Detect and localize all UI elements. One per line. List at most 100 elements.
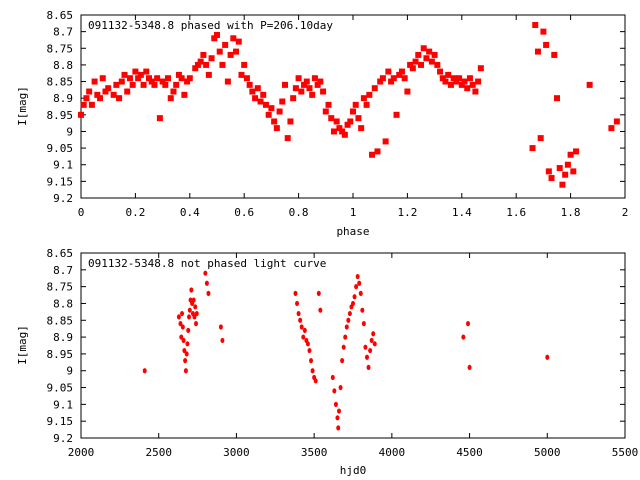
- data-point: [534, 48, 541, 55]
- data-point: [178, 75, 185, 82]
- data-point: [564, 161, 571, 168]
- data-point: [183, 368, 188, 374]
- data-point: [143, 68, 150, 75]
- data-point: [343, 334, 348, 340]
- data-point: [257, 98, 264, 105]
- data-point: [461, 334, 466, 340]
- data-point: [379, 75, 386, 82]
- data-point: [246, 81, 253, 88]
- data-point: [318, 307, 323, 313]
- data-point: [551, 51, 558, 58]
- x-tick-label: 0.2: [125, 206, 145, 219]
- data-point: [371, 331, 376, 337]
- data-point: [325, 101, 332, 108]
- data-point: [184, 351, 189, 357]
- data-point: [364, 354, 369, 360]
- data-point: [330, 374, 335, 381]
- data-point: [466, 75, 473, 82]
- data-point: [156, 115, 163, 122]
- data-point: [347, 118, 354, 125]
- data-point: [567, 151, 574, 158]
- x-tick-label: 2: [622, 206, 629, 219]
- data-point: [306, 85, 313, 92]
- data-point: [194, 310, 199, 317]
- data-point: [355, 115, 362, 122]
- data-point: [224, 78, 231, 85]
- data-point: [218, 324, 223, 330]
- data-point: [398, 68, 405, 75]
- data-point: [333, 401, 338, 407]
- y-tick-label: 9: [66, 365, 73, 378]
- data-point: [426, 48, 433, 55]
- data-point: [453, 78, 460, 85]
- data-point: [456, 75, 463, 82]
- data-point: [335, 415, 340, 421]
- data-point: [388, 78, 395, 85]
- data-point: [338, 384, 343, 391]
- data-point: [314, 81, 321, 88]
- data-point: [475, 78, 482, 85]
- data-point: [360, 307, 365, 313]
- data-point: [350, 108, 356, 115]
- data-point: [292, 85, 299, 92]
- data-point: [423, 55, 430, 62]
- data-point: [233, 48, 240, 55]
- y-tick-label: 8.95: [47, 109, 74, 122]
- data-point: [175, 71, 182, 78]
- data-point: [126, 75, 133, 82]
- data-point: [466, 321, 471, 327]
- data-point: [200, 51, 207, 58]
- data-point: [197, 58, 204, 65]
- data-point: [110, 91, 117, 98]
- data-point: [396, 71, 403, 78]
- data-point: [162, 81, 169, 88]
- data-point: [295, 300, 300, 307]
- panel-title: 091132-5348.8 not phased light curve: [88, 257, 326, 270]
- data-point: [295, 75, 302, 82]
- data-point: [309, 358, 314, 364]
- x-tick-label: 0: [78, 206, 85, 219]
- data-point: [354, 284, 359, 290]
- data-point: [434, 61, 441, 68]
- data-point: [358, 290, 363, 296]
- data-point: [192, 65, 199, 72]
- data-point: [182, 347, 187, 354]
- data-point: [148, 78, 155, 85]
- data-point: [458, 81, 465, 88]
- data-point: [186, 75, 193, 82]
- data-point: [273, 125, 280, 132]
- data-point: [94, 91, 101, 98]
- y-tick-label: 9.2: [53, 192, 73, 205]
- x-tick-label: 5000: [534, 446, 561, 459]
- data-point: [366, 91, 373, 98]
- data-point: [360, 95, 367, 102]
- y-tick-label: 8.65: [47, 9, 74, 22]
- data-point: [382, 138, 389, 145]
- data-point: [336, 425, 341, 431]
- data-point: [537, 135, 544, 142]
- y-tick-label: 8.7: [53, 26, 73, 39]
- y-tick-label: 9.1: [53, 398, 73, 411]
- plot-frame-2: [80, 252, 626, 439]
- data-point: [142, 368, 147, 374]
- data-point: [420, 45, 427, 52]
- data-point: [369, 337, 374, 344]
- y-tick-label: 9.05: [47, 382, 74, 395]
- data-point: [146, 75, 152, 82]
- data-point: [165, 75, 172, 82]
- data-point: [368, 347, 373, 354]
- data-point: [559, 181, 566, 188]
- data-point: [167, 95, 174, 102]
- y-tick-label: 8.9: [53, 92, 73, 105]
- data-point: [355, 273, 360, 280]
- y-tick-label: 8.75: [47, 42, 74, 55]
- data-point: [203, 61, 210, 68]
- data-point: [409, 65, 416, 72]
- data-point: [243, 75, 250, 82]
- data-point: [351, 300, 355, 307]
- data-point: [439, 75, 446, 82]
- data-point: [393, 111, 400, 118]
- data-point: [570, 168, 577, 175]
- x-tick-label: 2000: [68, 446, 95, 459]
- data-point: [586, 81, 593, 88]
